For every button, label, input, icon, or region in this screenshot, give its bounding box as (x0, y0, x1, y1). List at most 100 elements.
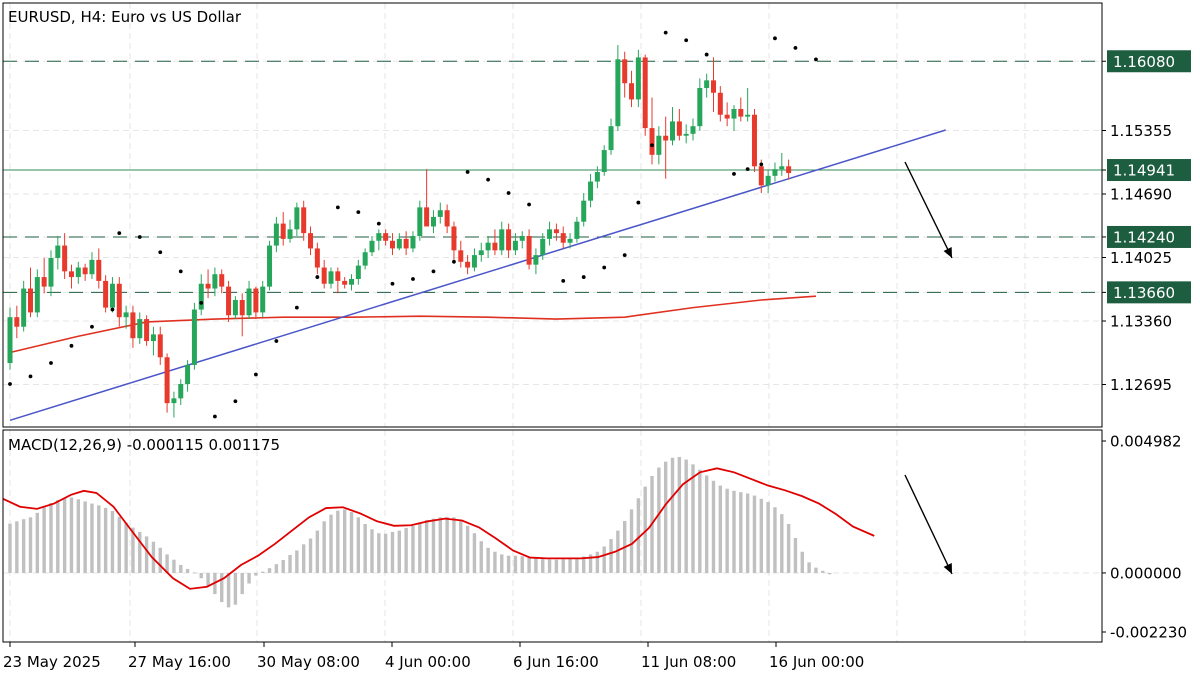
candle-body (308, 233, 314, 249)
macd-bar (151, 541, 156, 573)
candle-body (287, 229, 293, 239)
candles (7, 45, 792, 418)
candle-body (786, 166, 792, 173)
time-axis[interactable]: 23 May 2025 27 May 16:00 30 May 08:00 4 Jun… (3, 642, 864, 671)
macd-bar (267, 568, 272, 573)
candle-body (506, 229, 512, 251)
level-badge[interactable] (1107, 50, 1191, 73)
candle-body (280, 223, 286, 239)
macd-tick-label: -0.002230 (1110, 624, 1187, 642)
price-pane-frame (2, 2, 1103, 428)
macd-axis[interactable]: 0.004982 0.000000 -0.002230 (1102, 433, 1187, 642)
candle-body (68, 271, 74, 278)
macd-bar (288, 554, 292, 573)
candle-body (424, 207, 430, 227)
sar-dot (527, 202, 531, 207)
sar-dot (8, 382, 12, 386)
macd-bar (629, 509, 634, 573)
level-badge-label: 1.16080 (1113, 53, 1175, 71)
macd-bar (322, 521, 326, 573)
macd-bar (616, 530, 620, 573)
macd-down-arrow-annotation[interactable] (904, 474, 953, 575)
candle-body (267, 245, 273, 287)
candle-body (560, 233, 566, 243)
macd-bar (814, 567, 818, 573)
candle-body (301, 207, 307, 234)
macd-bar (295, 550, 299, 573)
level-badge[interactable] (1107, 225, 1191, 248)
candle-body (109, 283, 115, 308)
price-axis[interactable]: 1.16080 1.15355 1.14941 1.14690 1.14240 1.140… (1102, 50, 1191, 394)
time-tick-label: 4 Jun 00:00 (385, 653, 471, 671)
candle-body (526, 236, 532, 265)
sar-dot (178, 269, 183, 274)
candle-body (471, 255, 477, 268)
macd-bar (233, 572, 238, 605)
time-tick-label: 11 Jun 08:00 (641, 653, 736, 671)
macd-pane[interactable] (2, 456, 1102, 608)
candle-body (376, 233, 382, 241)
candle-body (226, 286, 232, 316)
macd-bar (377, 533, 381, 573)
candle-body (55, 245, 61, 258)
candle-body (198, 283, 204, 310)
sar-dot (506, 191, 511, 195)
macd-bar (254, 572, 258, 576)
macd-bar (793, 537, 798, 573)
candle-body (103, 280, 109, 308)
macd-bar (786, 523, 791, 573)
candle-body (362, 252, 368, 266)
macd-bar (677, 456, 682, 573)
macd-bar (698, 469, 702, 573)
time-tick-label: 16 Jun 00:00 (769, 653, 864, 671)
sar-dot (199, 300, 204, 305)
macd-bar (541, 558, 545, 573)
macd-bar (670, 457, 675, 573)
macd-bar (465, 525, 470, 573)
sar-dot (684, 38, 689, 43)
candle-body (512, 240, 518, 251)
candle-body (130, 312, 136, 339)
macd-bar (15, 521, 19, 573)
level-badge[interactable] (1107, 281, 1191, 304)
candle-body (27, 288, 33, 313)
macd-bar (21, 519, 26, 573)
candle-body (62, 245, 68, 272)
candle-body (342, 280, 348, 285)
macd-bar (363, 523, 367, 573)
macd-bar (588, 554, 593, 573)
candle-body (533, 255, 539, 265)
down-arrow-annotation[interactable] (904, 161, 953, 259)
macd-bar (356, 517, 361, 573)
macd-bar (165, 554, 169, 573)
macd-title: MACD(12,26,9) -0.000115 0.001175 (8, 436, 280, 454)
candle-body (724, 114, 730, 119)
candle-body (779, 166, 785, 170)
time-tick-label: 27 May 16:00 (128, 653, 231, 671)
candle-body (540, 238, 546, 256)
macd-bar (329, 514, 333, 573)
sar-dot (773, 36, 777, 41)
time-tick-label: 30 May 08:00 (257, 653, 360, 671)
macd-bar (561, 559, 565, 573)
sar-dot (213, 414, 217, 419)
level-badge[interactable] (1107, 159, 1191, 182)
sar-dot (486, 177, 490, 182)
candle-body (499, 229, 505, 251)
candle-body (622, 59, 628, 84)
macd-bar (124, 522, 128, 573)
candle-body (178, 384, 184, 399)
macd-bar (90, 503, 94, 573)
macd-bar (274, 564, 279, 573)
macd-bar (780, 514, 784, 573)
parabolic-sar (8, 30, 818, 419)
candle-body (321, 267, 327, 284)
candle-body (21, 288, 27, 327)
macd-bar (459, 519, 463, 573)
price-pane[interactable] (3, 30, 1102, 422)
candle-body (751, 114, 757, 167)
macd-bar (800, 551, 804, 573)
macd-bar (602, 546, 606, 573)
sar-dot (390, 281, 395, 286)
sar-dot (431, 269, 436, 274)
